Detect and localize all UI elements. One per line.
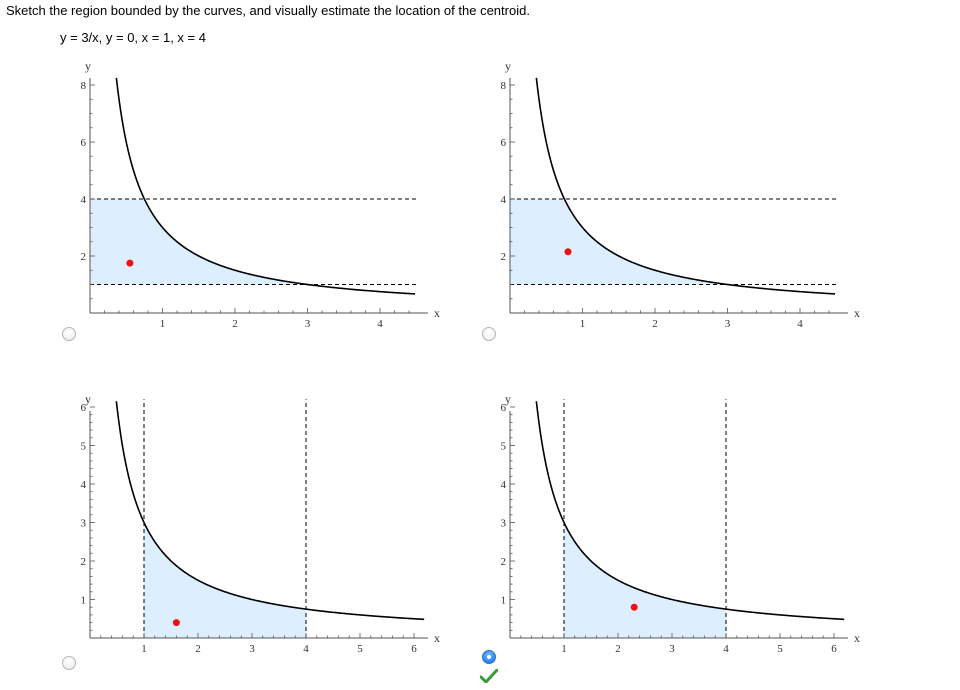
x-tick-label: 1 [580,318,586,330]
x-tick-label: 3 [305,318,311,330]
x-tick-label: 2 [615,643,621,655]
question-text: Sketch the region bounded by the curves,… [6,3,530,18]
y-tick-label: 4 [81,194,87,206]
curve-y-3-over-x [115,401,425,621]
x-tick-label: 4 [797,318,803,330]
y-tick-label: 4 [501,479,507,491]
y-tick-label: 2 [81,556,87,568]
y-tick-label: 6 [501,137,507,149]
y-tick-label: 8 [81,80,87,92]
x-tick-label: 4 [377,318,383,330]
y-tick-label: 4 [81,479,87,491]
y-axis-label: y [85,392,91,406]
curve-y-3-over-x [115,77,416,295]
shaded-region [144,522,306,638]
y-tick-label: 3 [81,518,87,530]
curve-y-3-over-x [535,77,836,295]
y-tick-label: 1 [501,595,507,607]
x-axis-label: x [854,306,860,320]
y-tick-label: 5 [81,441,87,453]
x-axis-label: x [434,306,440,320]
option-1-plot: 1 2 3 4 2 4 6 8 x y [81,59,441,330]
shaded-region [510,199,728,285]
shaded-region [90,199,308,285]
y-tick-label: 1 [81,595,87,607]
y-tick-label: 8 [501,80,507,92]
y-tick-label: 4 [501,194,507,206]
x-tick-label: 4 [723,643,729,655]
x-tick-label: 1 [160,318,166,330]
y-tick-label: 6 [81,137,87,149]
y-axis-label: y [505,59,511,73]
x-tick-label: 3 [669,643,675,655]
centroid-point [172,619,180,627]
y-axis-label: y [505,392,511,406]
check-icon [480,669,498,683]
x-tick-label: 4 [303,643,309,655]
option-2-plot: 1 2 3 4 2 4 6 8 x y [501,59,861,330]
curve-y-3-over-x [535,401,845,621]
x-tick-label: 3 [249,643,255,655]
option-4-plot: 1 2 3 4 5 6 1 2 3 4 5 6 x y [501,392,861,655]
x-tick-label: 1 [141,643,147,655]
centroid-point [126,259,134,267]
x-tick-label: 2 [652,318,658,330]
x-tick-label: 6 [411,643,417,655]
centroid-point [630,603,638,611]
option-1-radio[interactable] [62,327,76,341]
option-4-radio[interactable] [482,650,496,664]
x-tick-label: 5 [777,643,783,655]
y-axis-label: y [85,59,91,73]
shaded-region [564,522,726,638]
y-tick-label: 6 [81,402,87,414]
option-3-plot: 1 2 3 4 5 6 1 2 3 4 5 6 x y [81,392,441,655]
x-tick-label: 2 [195,643,201,655]
y-tick-label: 2 [501,251,507,263]
equation: y = 3/x, y = 0, x = 1, x = 4 [60,30,206,45]
x-axis-label: x [434,631,440,645]
option-2-radio[interactable] [482,327,496,341]
x-tick-label: 3 [725,318,731,330]
x-tick-label: 6 [831,643,837,655]
y-tick-label: 6 [501,402,507,414]
y-tick-label: 2 [501,556,507,568]
option-3-radio[interactable] [62,656,76,670]
x-axis-label: x [854,631,860,645]
x-tick-label: 2 [232,318,238,330]
x-tick-label: 1 [561,643,567,655]
y-tick-label: 3 [501,518,507,530]
centroid-point [564,248,572,256]
y-tick-label: 5 [501,441,507,453]
y-tick-label: 2 [81,251,87,263]
x-tick-label: 5 [357,643,363,655]
